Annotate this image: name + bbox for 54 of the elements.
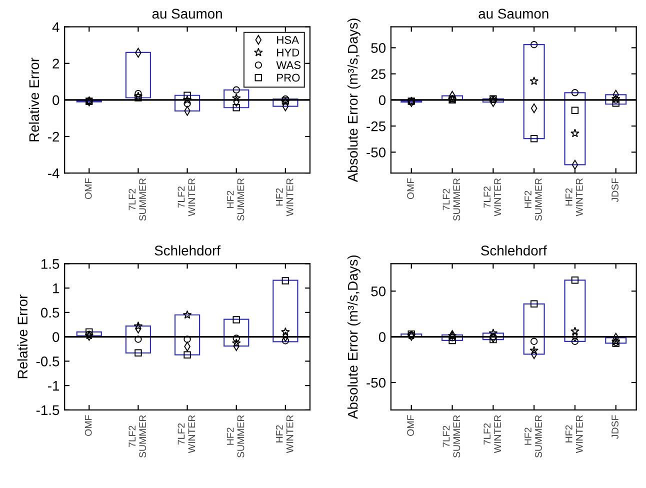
chart-title: au Saumon [152, 8, 222, 19]
x-tick-label: JDSF [612, 178, 618, 202]
x-tick-label: HF2 WINTER [565, 415, 583, 454]
x-tick-label: 7LF2 WINTER [484, 178, 501, 216]
legend-label: HSA [277, 36, 300, 44]
x-tick-label: HF2 SUMMER [226, 415, 244, 458]
y-tick-label: 50 [371, 286, 386, 296]
x-tick-label: HF2 WINTER [565, 178, 583, 216]
y-tick-label: 0 [378, 95, 386, 106]
legend-label: HYD [277, 48, 300, 56]
y-tick-label: 25 [371, 69, 386, 80]
y-tick-label: -0.5 [36, 356, 60, 366]
y-tick-label: -50 [366, 378, 386, 388]
x-tick-label: 7LF2 WINTER [178, 178, 196, 216]
x-tick-label: OMF [84, 415, 92, 436]
y-tick-label: -1.5 [36, 405, 60, 416]
x-tick-label: JDSF [612, 415, 618, 439]
x-tick-label: 7LF2 SUMMER [128, 415, 146, 458]
x-tick-label: HF2 SUMMER [524, 178, 542, 221]
x-tick-label: 7LF2 SUMMER [128, 178, 146, 221]
x-tick-label: OMF [84, 178, 92, 200]
y-tick-label: -4 [48, 168, 60, 178]
x-tick-label: HF2 SUMMER [226, 178, 244, 221]
y-tick-label: -2 [48, 132, 60, 142]
y-axis-title: Relative Error [17, 294, 28, 378]
y-tick-label: 1.5 [41, 259, 60, 269]
y-tick-label: 0 [52, 332, 60, 342]
x-tick-label: HF2 WINTER [276, 415, 294, 454]
x-tick-label: HF2 SUMMER [524, 415, 542, 458]
y-tick-label: -1 [48, 381, 60, 391]
y-tick-label: -50 [366, 148, 386, 158]
legend-label: PRO [277, 74, 300, 82]
y-tick-label: 1 [53, 284, 60, 294]
x-tick-label: 7LF2 WINTER [178, 415, 196, 454]
x-tick-label: 7LF2 WINTER [484, 415, 501, 454]
y-tick-label: 4 [52, 22, 60, 32]
x-tick-label: OMF [407, 415, 414, 436]
y-tick-label: -25 [366, 121, 386, 132]
chart-title: au Saumon [478, 8, 548, 19]
y-axis-title: Absolute Error (m³/s,Days) [348, 255, 360, 419]
y-tick-label: 0 [52, 95, 60, 106]
y-axis-title: Relative Error [28, 58, 40, 142]
legend-label: WAS [276, 61, 301, 70]
y-tick-label: 2 [52, 58, 60, 68]
x-tick-label: 7LF2 SUMMER [442, 415, 460, 458]
y-tick-label: 50 [371, 43, 386, 53]
chart-title: Schlehdorf [154, 245, 221, 256]
x-tick-label: 7LF2 SUMMER [442, 178, 460, 221]
chart-title: Schlehdorf [481, 245, 547, 256]
y-tick-label: 0.5 [40, 308, 60, 318]
x-tick-label: OMF [407, 178, 414, 200]
y-axis-title: Absolute Error (m³/s,Days) [348, 18, 360, 182]
y-tick-label: 0 [378, 332, 386, 342]
x-tick-label: HF2 WINTER [276, 178, 294, 216]
